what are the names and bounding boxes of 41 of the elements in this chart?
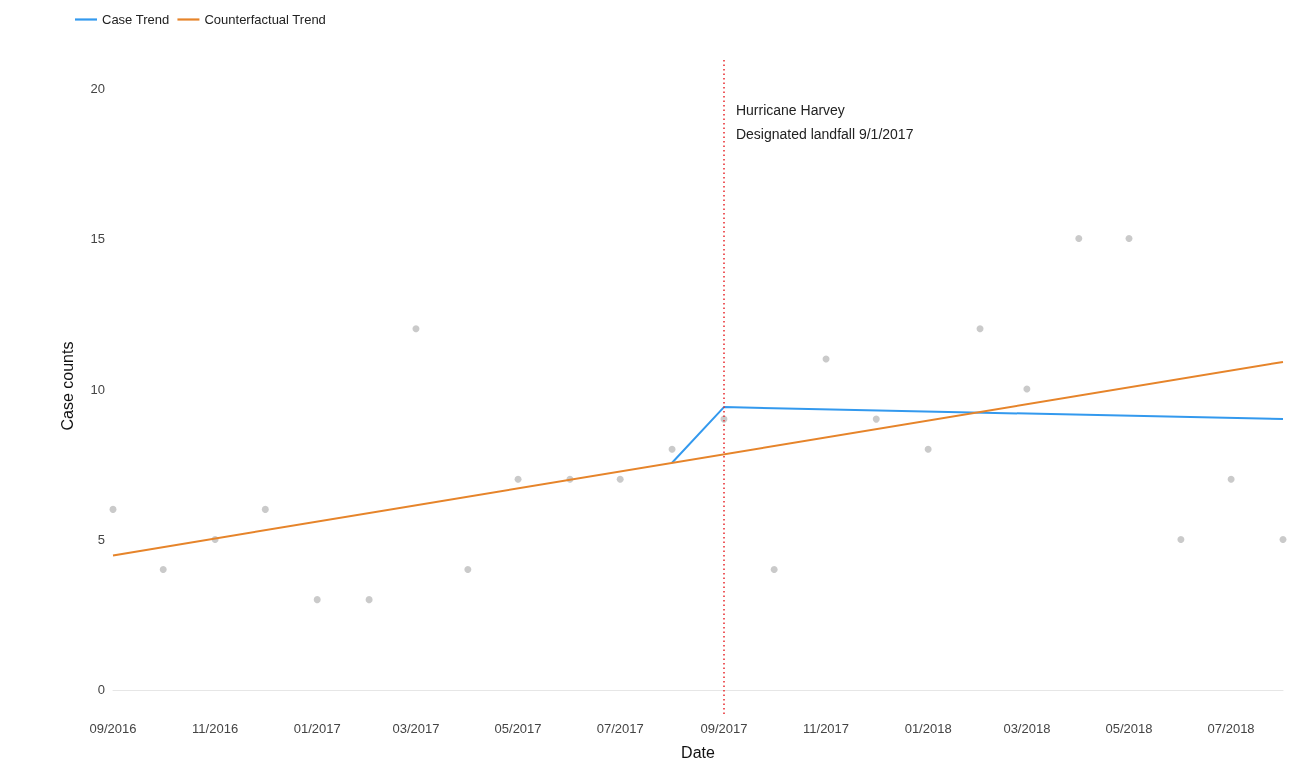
x-tick-label: 09/2017 — [700, 721, 748, 736]
point — [1125, 235, 1133, 243]
point — [872, 415, 880, 423]
point — [1227, 475, 1235, 483]
ref-line-label: Hurricane Harvey Designated landfall 9/1/2017 — [735, 102, 914, 142]
legend-label: Case Trend — [102, 12, 170, 27]
point — [514, 475, 522, 483]
point — [261, 505, 269, 513]
point — [1177, 535, 1185, 543]
x-axis-title: Date — [681, 743, 715, 761]
point — [313, 596, 321, 604]
x-tick-label: 01/2017 — [293, 721, 341, 736]
y-tick-label: 0 — [97, 682, 105, 698]
x-tick-label: 07/2018 — [1207, 721, 1255, 736]
point — [365, 596, 373, 604]
point — [616, 475, 624, 483]
point — [109, 505, 117, 513]
x-tick-label: 11/2016 — [192, 721, 239, 736]
point — [159, 566, 167, 574]
y-tick-label: 15 — [90, 231, 105, 247]
x-tick-label: 03/2017 — [392, 721, 440, 736]
point — [770, 566, 778, 574]
point — [668, 445, 676, 453]
y-tick-label: 20 — [90, 80, 105, 96]
x-tick-label: 07/2017 — [596, 721, 644, 736]
point — [1075, 235, 1083, 243]
point — [924, 445, 932, 453]
x-tick-label: 09/2016 — [89, 721, 137, 736]
point — [412, 325, 420, 333]
x-tick-label: 01/2018 — [904, 721, 952, 736]
y-axis-title: Case counts — [58, 341, 76, 431]
y-tick-label: 5 — [97, 531, 105, 547]
x-tick-label: 11/2017 — [803, 721, 850, 736]
x-tick-label: 03/2018 — [1003, 721, 1051, 736]
point — [1279, 535, 1287, 543]
x-tick-label: 05/2017 — [494, 721, 542, 736]
y-tick-label: 10 — [90, 381, 105, 397]
point — [976, 325, 984, 333]
legend-label: Counterfactual Trend — [204, 12, 326, 27]
x-tick-label: 05/2018 — [1105, 721, 1153, 736]
point — [464, 566, 472, 574]
